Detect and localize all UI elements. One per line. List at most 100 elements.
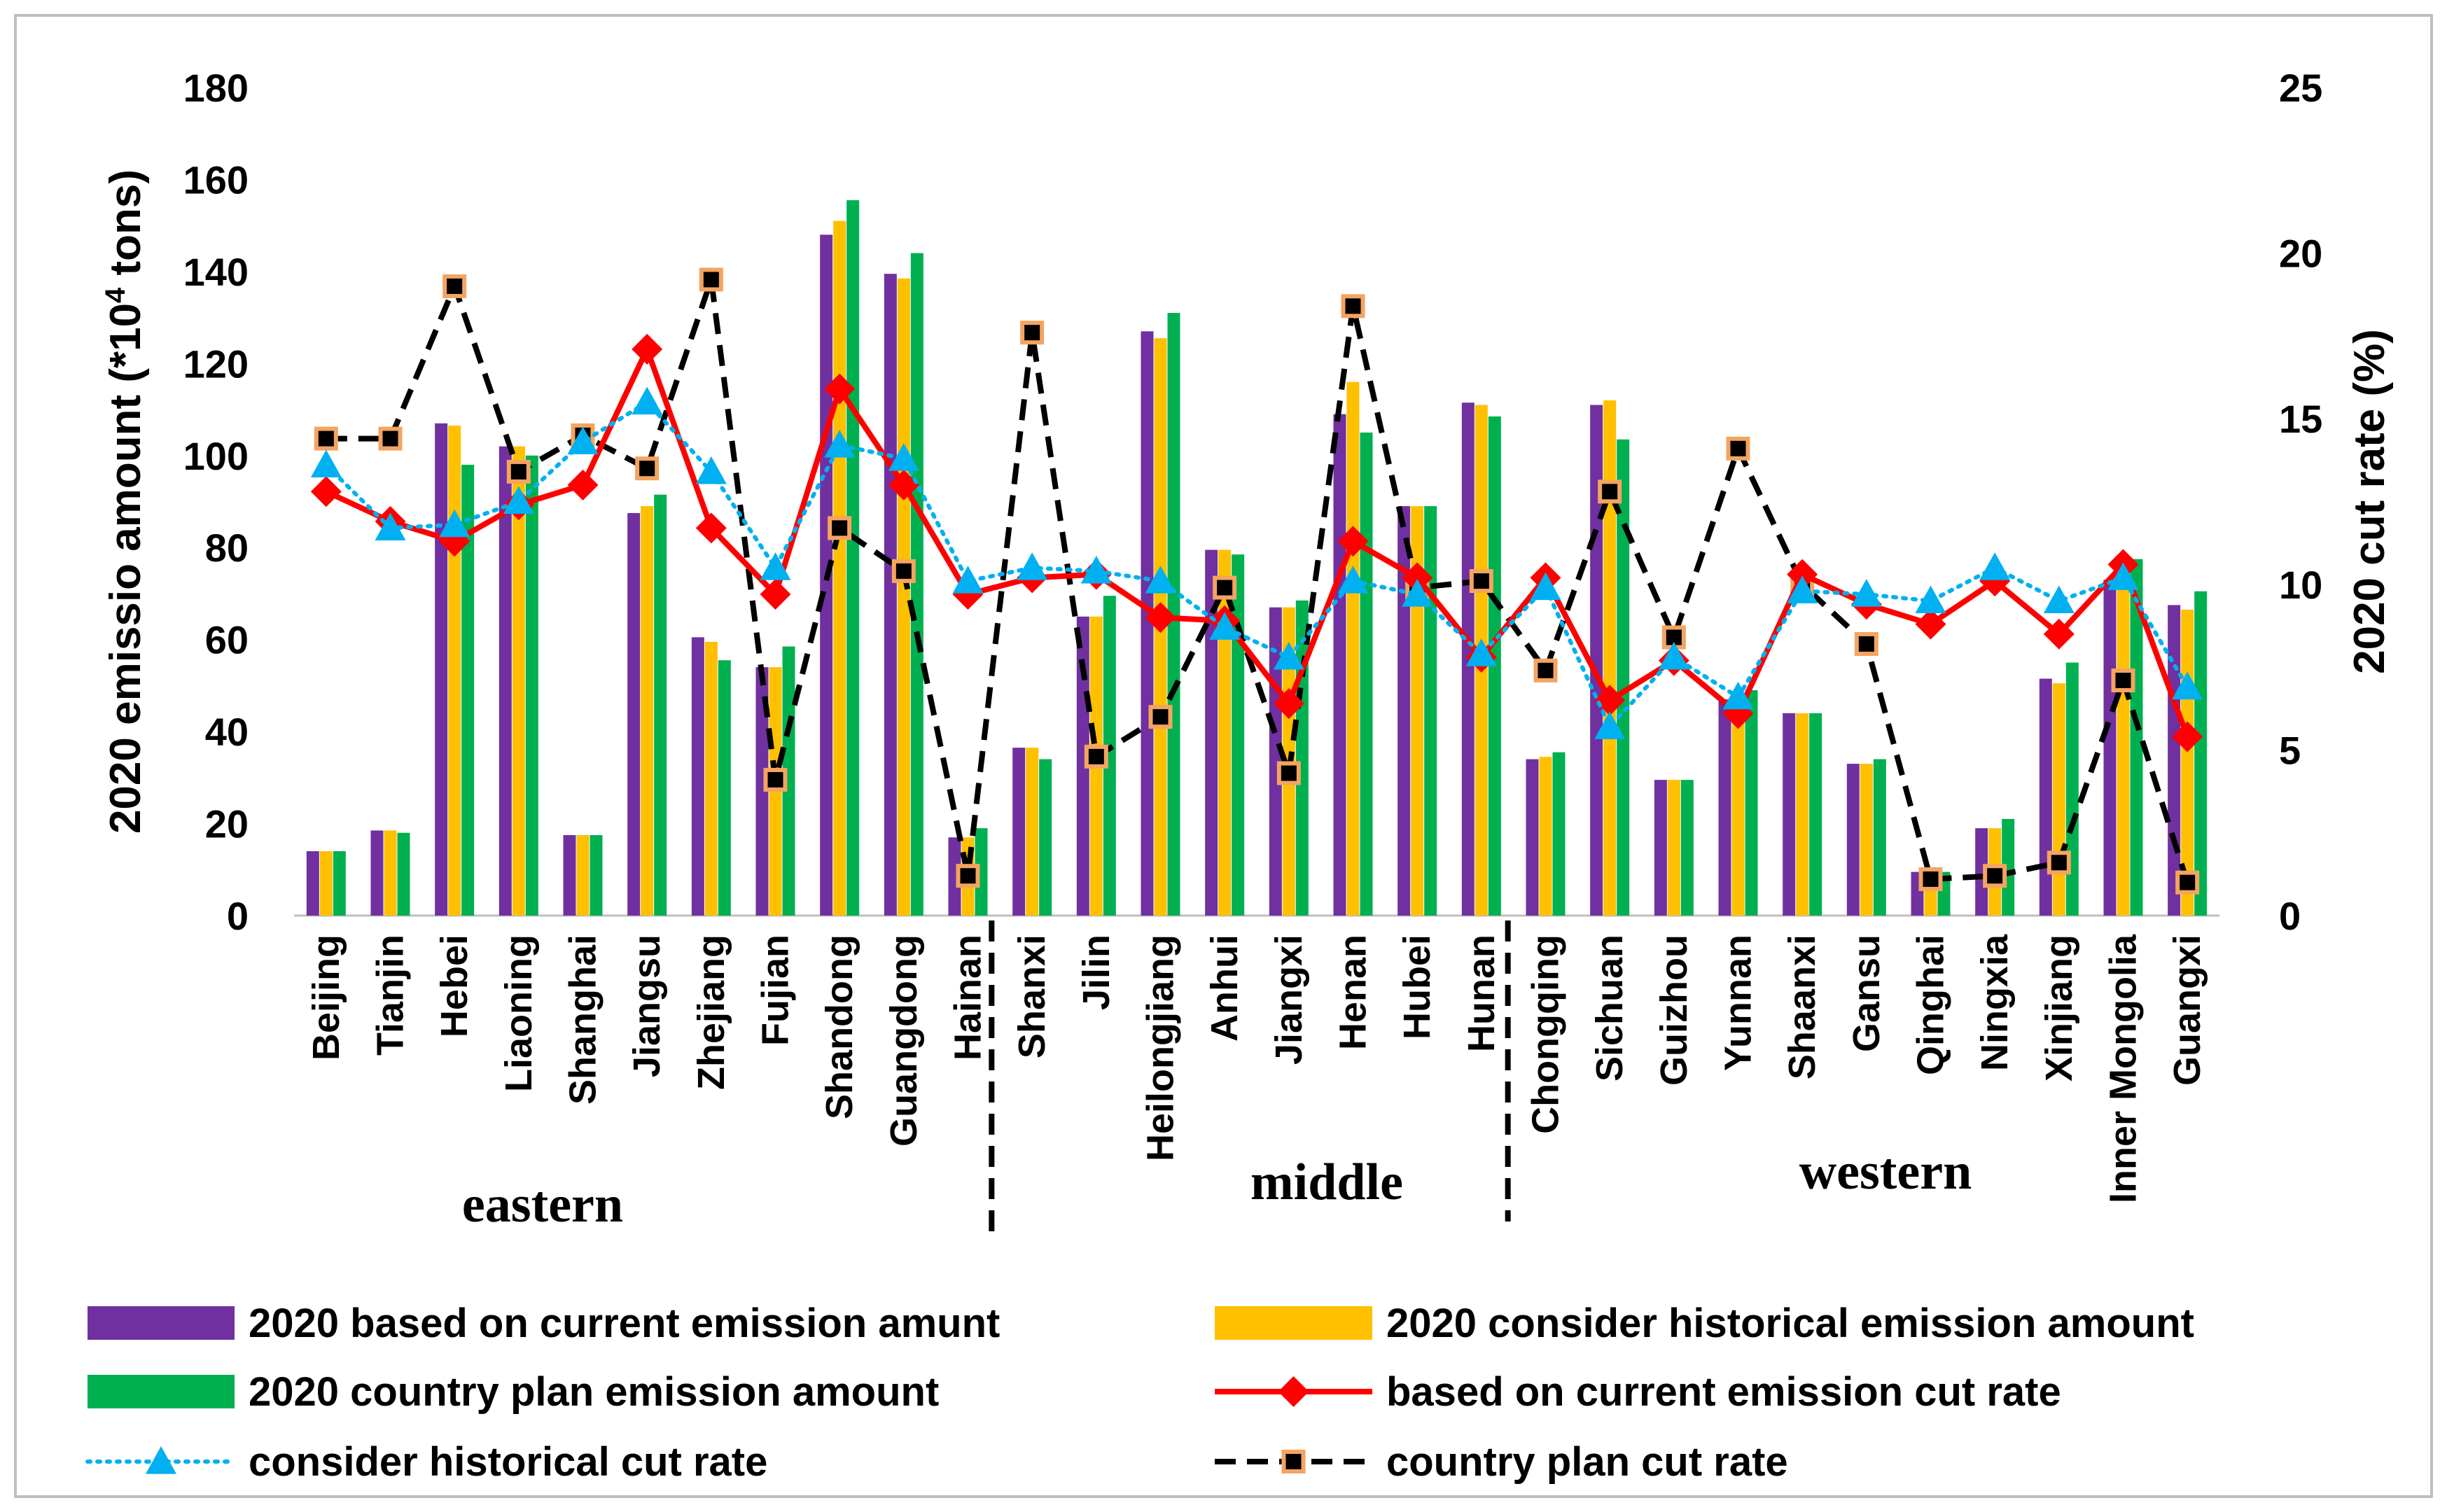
bar bbox=[319, 850, 333, 916]
bar bbox=[2052, 683, 2065, 916]
bar bbox=[1141, 331, 1154, 916]
line-series-1 bbox=[310, 386, 2203, 739]
legend-item: based on current emission cut rate bbox=[1215, 1369, 2061, 1415]
y2-tick-label: 15 bbox=[2279, 397, 2322, 441]
legend-item: 2020 based on current emission amunt bbox=[88, 1301, 1000, 1346]
line-point bbox=[828, 516, 852, 540]
bar bbox=[1860, 764, 1873, 916]
bar bbox=[1731, 699, 1745, 916]
bar bbox=[461, 464, 475, 916]
legend-item: country plan cut rate bbox=[1215, 1439, 1788, 1485]
line-point bbox=[1337, 566, 1369, 594]
bar bbox=[948, 837, 961, 916]
y-tick-label: 20 bbox=[205, 802, 249, 846]
legend-item: consider historical cut rate bbox=[85, 1439, 767, 1485]
category-label: Shaanxi bbox=[1781, 934, 1823, 1079]
line-point bbox=[506, 459, 531, 484]
line-point bbox=[1658, 641, 1689, 670]
y2-tick-label: 10 bbox=[2279, 563, 2322, 607]
bar bbox=[1026, 748, 1039, 916]
line-point bbox=[310, 476, 342, 507]
line-point bbox=[1469, 569, 1493, 594]
legend-label: 2020 consider historical emission amount bbox=[1386, 1301, 2194, 1346]
category-label: Guangxi bbox=[2166, 934, 2208, 1086]
bar bbox=[1873, 759, 1886, 916]
line-point bbox=[1915, 585, 1946, 614]
line-point bbox=[1209, 612, 1241, 640]
line-point bbox=[1787, 575, 1818, 603]
line-point bbox=[1337, 526, 1369, 557]
line-series-2 bbox=[314, 267, 2200, 895]
y-tick-label: 140 bbox=[183, 250, 249, 294]
bar bbox=[2002, 818, 2015, 916]
category-label: Guizhou bbox=[1653, 934, 1695, 1086]
axes: 0 20 40 60 80 100 120 140 160 180 0 5 10 15 20 25 2020 e… bbox=[100, 66, 2394, 938]
line-point bbox=[888, 469, 919, 500]
legend-swatch bbox=[1215, 1306, 1372, 1340]
line-point bbox=[2111, 668, 2135, 693]
line-point bbox=[1533, 658, 1558, 682]
line-point bbox=[439, 509, 470, 538]
bar bbox=[2065, 662, 2079, 916]
bar bbox=[1667, 780, 1680, 916]
bar bbox=[1424, 506, 1437, 916]
line-point bbox=[1145, 602, 1176, 634]
bar bbox=[1783, 713, 1796, 916]
y2-tick-label: 0 bbox=[2279, 894, 2301, 938]
bar bbox=[833, 220, 846, 916]
line-point bbox=[1854, 631, 1878, 656]
line-point bbox=[1276, 761, 1301, 785]
category-label: Anhui bbox=[1204, 934, 1246, 1042]
line-point bbox=[635, 456, 660, 481]
line-point bbox=[1594, 711, 1626, 739]
line-point bbox=[1213, 575, 1237, 600]
bar bbox=[2103, 580, 2117, 916]
category-label: Yunnan bbox=[1717, 934, 1759, 1071]
y-tick-label: 160 bbox=[183, 158, 249, 202]
bar bbox=[1718, 699, 1731, 916]
y-tick-label: 80 bbox=[205, 526, 249, 570]
line-point bbox=[2172, 721, 2203, 752]
category-label: Fujian bbox=[755, 934, 797, 1046]
line-point bbox=[567, 469, 599, 500]
bar bbox=[897, 278, 910, 916]
bar bbox=[1218, 550, 1232, 916]
bar bbox=[1975, 828, 1988, 916]
line-point bbox=[763, 767, 788, 792]
category-label: Hainan bbox=[947, 934, 989, 1060]
legend-item: 2020 consider historical emission amount bbox=[1215, 1301, 2194, 1346]
category-label: Inner Mongolia bbox=[2103, 934, 2145, 1203]
category-label: Hebei bbox=[433, 934, 475, 1037]
legend-label: 2020 country plan emission amount bbox=[249, 1369, 939, 1415]
line-point bbox=[310, 449, 342, 478]
bar bbox=[576, 834, 590, 916]
series-line bbox=[325, 346, 2190, 738]
series-line bbox=[323, 400, 2190, 729]
bar bbox=[590, 834, 603, 916]
bar bbox=[1796, 713, 1809, 916]
line-point bbox=[1281, 1450, 1306, 1474]
bar bbox=[1205, 550, 1218, 916]
category-label: Tianjin bbox=[370, 934, 412, 1056]
line-point bbox=[2107, 562, 2139, 590]
bar bbox=[1654, 780, 1667, 916]
legend-label: country plan cut rate bbox=[1386, 1439, 1788, 1485]
line-point bbox=[956, 864, 980, 888]
line-point bbox=[1787, 559, 1818, 590]
region-label: middle bbox=[1250, 1154, 1403, 1211]
line-point bbox=[2043, 585, 2075, 614]
bar bbox=[654, 494, 667, 916]
bar bbox=[448, 426, 461, 916]
line-point bbox=[1598, 479, 1622, 504]
line-point bbox=[891, 559, 916, 583]
bar bbox=[2039, 678, 2052, 916]
line-point bbox=[1278, 1376, 1309, 1407]
legend-label: 2020 based on current emission amunt bbox=[249, 1301, 1000, 1346]
bar bbox=[525, 455, 538, 916]
line-point bbox=[2047, 850, 2071, 875]
bar bbox=[641, 506, 654, 916]
category-label: Hunan bbox=[1460, 934, 1503, 1052]
bar bbox=[910, 253, 923, 916]
category-label: Heilongjiang bbox=[1140, 934, 1182, 1161]
bar bbox=[370, 830, 384, 916]
